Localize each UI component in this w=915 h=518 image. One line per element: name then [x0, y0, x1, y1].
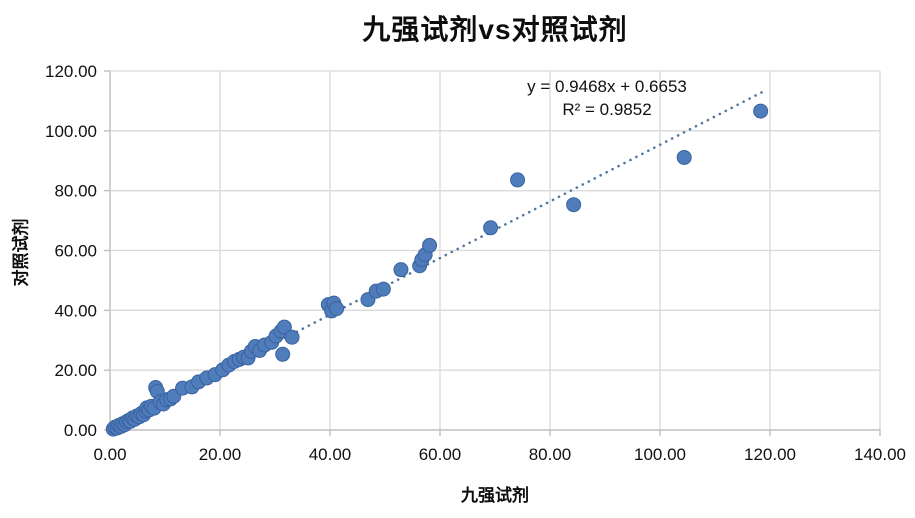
y-tick-label: 0.00	[64, 421, 97, 440]
x-tick-label: 0.00	[93, 445, 126, 464]
data-point	[483, 220, 499, 236]
trendline-r-squared: R² = 0.9852	[562, 100, 652, 119]
data-point	[276, 319, 292, 335]
data-point	[284, 329, 300, 345]
x-axis-title: 九强试剂	[461, 486, 529, 505]
data-point	[329, 301, 345, 317]
data-point	[753, 103, 769, 119]
data-point	[375, 281, 391, 297]
x-tick-label: 100.00	[634, 445, 686, 464]
y-axis-title: 对照试剂	[11, 218, 31, 287]
x-tick-label: 140.00	[854, 445, 906, 464]
data-point	[510, 172, 526, 188]
trendline-label: y = 0.9468x + 0.6653 R² = 0.9852	[492, 75, 722, 121]
x-tick-label: 120.00	[744, 445, 796, 464]
y-tick-label: 80.00	[54, 182, 97, 201]
data-point	[676, 149, 692, 165]
data-point	[275, 346, 291, 362]
y-tick-label: 40.00	[54, 301, 97, 320]
x-tick-label: 60.00	[419, 445, 462, 464]
y-tick-label: 120.00	[45, 62, 97, 81]
x-tick-label: 80.00	[529, 445, 572, 464]
y-tick-label: 100.00	[45, 122, 97, 141]
data-point	[422, 237, 438, 253]
x-tick-label: 20.00	[199, 445, 242, 464]
data-point	[566, 197, 582, 213]
chart-title: 九强试剂vs对照试剂	[362, 14, 628, 45]
x-tick-label: 40.00	[309, 445, 352, 464]
trendline-equation: y = 0.9468x + 0.6653	[527, 77, 687, 96]
data-point	[393, 262, 409, 278]
y-tick-label: 60.00	[54, 242, 97, 261]
y-tick-label: 20.00	[54, 361, 97, 380]
